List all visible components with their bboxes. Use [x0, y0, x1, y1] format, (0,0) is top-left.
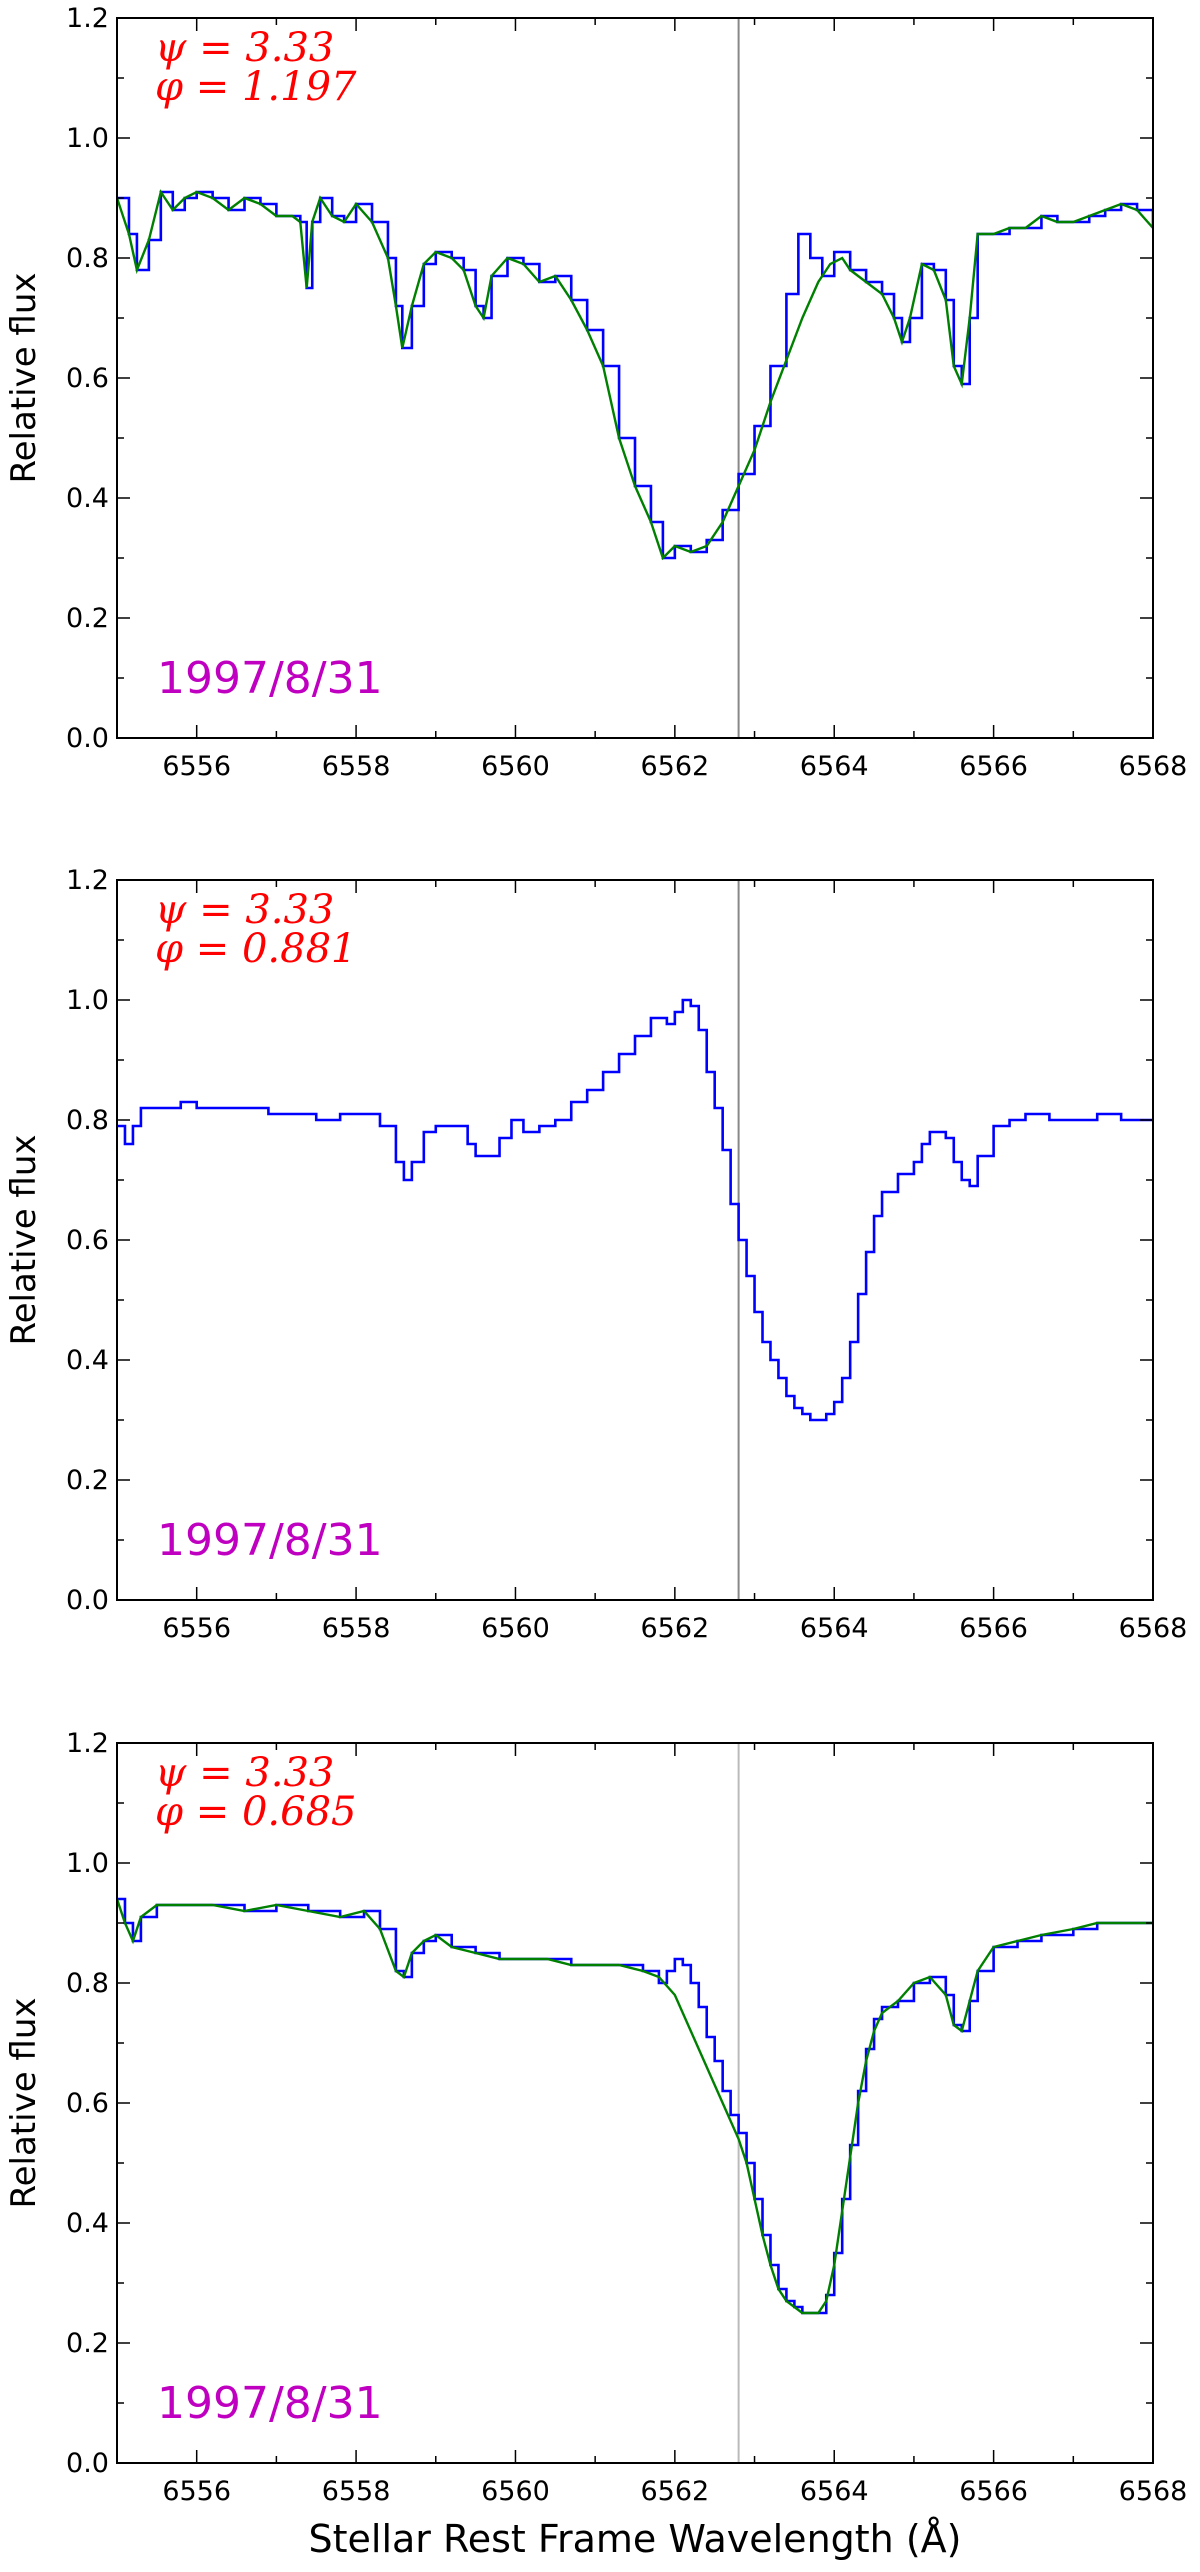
date-label: 1997/8/31	[157, 653, 383, 704]
x-tick-label: 6558	[322, 751, 391, 782]
y-axis-label: Relative flux	[4, 1134, 44, 1345]
plot-frame	[116, 17, 1154, 739]
y-tick-label: 1.2	[66, 1728, 109, 1759]
y-tick-label: 0.4	[66, 2208, 109, 2239]
y-tick-label: 1.2	[66, 865, 109, 896]
psi-annotation: ψ = 3.33	[155, 25, 334, 71]
phi-annotation: φ = 0.685	[155, 1789, 356, 1835]
y-tick-label: 0.4	[66, 483, 109, 514]
phi-annotation: φ = 0.881	[155, 926, 356, 972]
x-tick-label: 6558	[322, 2476, 391, 2507]
date-label: 1997/8/31	[157, 1515, 383, 1566]
x-tick-label: 6566	[959, 1613, 1028, 1644]
x-tick-label: 6564	[800, 1613, 869, 1644]
y-tick-label: 0.6	[66, 2088, 109, 2119]
y-tick-label: 0.2	[66, 603, 109, 634]
y-tick-label: 0.8	[66, 243, 109, 274]
x-tick-label: 6560	[481, 1613, 550, 1644]
model-fit-line	[117, 1898, 1153, 2315]
y-tick-label: 0.6	[66, 363, 109, 394]
observed-spectrum-line	[117, 190, 1153, 560]
x-tick-label: 6566	[959, 751, 1028, 782]
y-tick-label: 0.8	[66, 1968, 109, 1999]
model-fit-line	[117, 189, 1153, 561]
y-tick-label: 0.4	[66, 1345, 109, 1376]
psi-annotation: ψ = 3.33	[155, 887, 334, 933]
x-tick-label: 6564	[800, 2476, 869, 2507]
x-tick-label: 6566	[959, 2476, 1028, 2507]
y-tick-label: 1.0	[66, 1848, 109, 1879]
x-tick-label: 6558	[322, 1613, 391, 1644]
x-tick-label: 6568	[1119, 1613, 1188, 1644]
x-axis-label: Stellar Rest Frame Wavelength (Å)	[309, 2517, 962, 2561]
y-tick-label: 1.0	[66, 985, 109, 1016]
date-label: 1997/8/31	[157, 2378, 383, 2429]
x-tick-label: 6564	[800, 751, 869, 782]
x-tick-label: 6562	[640, 1613, 709, 1644]
y-tick-label: 0.2	[66, 2328, 109, 2359]
y-axis-label: Relative flux	[4, 272, 44, 483]
x-tick-label: 6556	[162, 751, 231, 782]
panel-1: 6556 6558 6560 6562 6564 6566 6568 0.0 0.2 0.4 0.6…	[4, 3, 1187, 782]
x-tick-label: 6562	[640, 751, 709, 782]
y-tick-label: 0.2	[66, 1465, 109, 1496]
panel-2: 6556 6558 6560 6562 6564 6566 6568 0.0 0.2 0.4 0.6…	[4, 865, 1187, 1644]
y-tick-label: 0.0	[66, 723, 109, 754]
y-tick-label: 0.6	[66, 1225, 109, 1256]
x-tick-label: 6562	[640, 2476, 709, 2507]
plot-frame	[116, 1742, 1154, 2464]
x-tick-label: 6560	[481, 2476, 550, 2507]
y-axis-label: Relative flux	[4, 1997, 44, 2208]
observed-spectrum-line	[117, 1897, 1153, 2315]
y-tick-label: 1.0	[66, 123, 109, 154]
y-tick-label: 1.2	[66, 3, 109, 34]
x-tick-label: 6556	[162, 1613, 231, 1644]
plot-frame	[116, 879, 1154, 1601]
phi-annotation: φ = 1.197	[155, 64, 357, 110]
y-tick-label: 0.0	[66, 2448, 109, 2479]
y-tick-label: 0.0	[66, 1585, 109, 1616]
psi-annotation: ψ = 3.33	[155, 1750, 334, 1796]
x-tick-label: 6568	[1119, 2476, 1188, 2507]
x-tick-label: 6556	[162, 2476, 231, 2507]
y-tick-label: 0.8	[66, 1105, 109, 1136]
x-tick-label: 6560	[481, 751, 550, 782]
observed-spectrum-line	[117, 998, 1153, 1422]
panel-3: 6556 6558 6560 6562 6564 6566 6568 0.0 0.2 0.4 0.6…	[4, 1728, 1187, 2561]
x-tick-label: 6568	[1119, 751, 1188, 782]
